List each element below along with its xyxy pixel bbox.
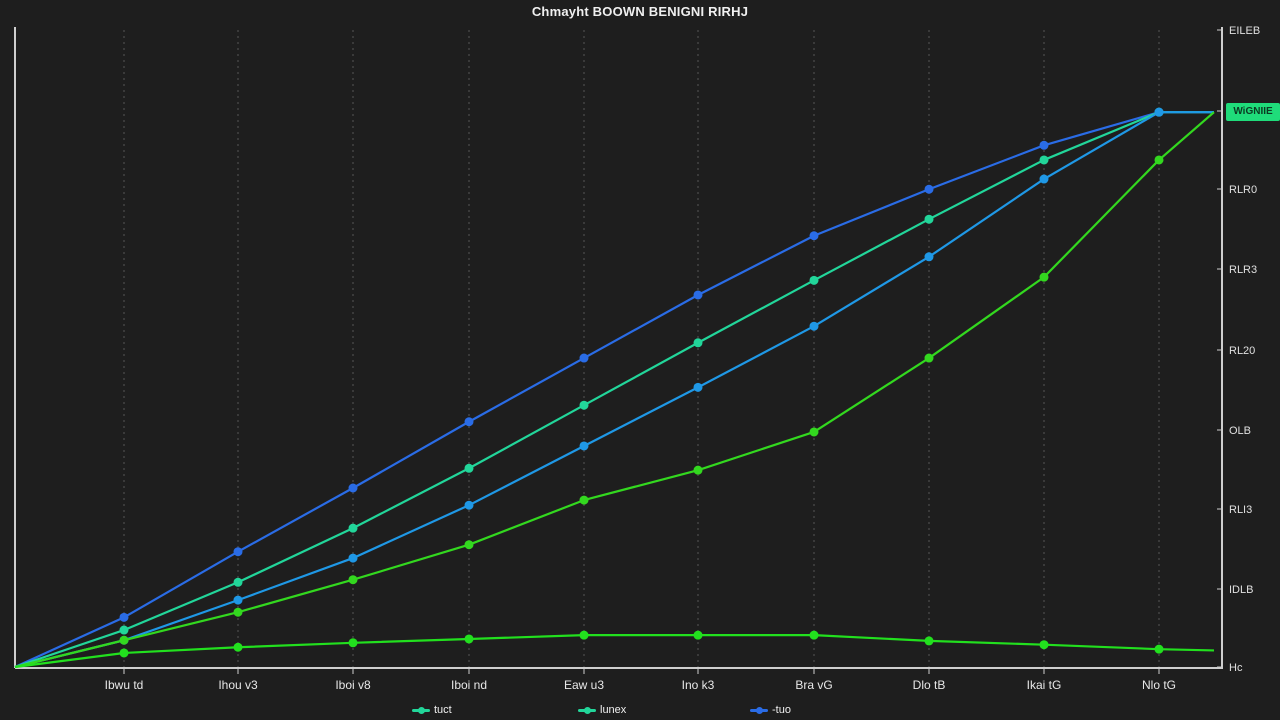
- data-point[interactable]: [464, 500, 474, 510]
- data-point[interactable]: [693, 338, 703, 348]
- data-point[interactable]: [119, 635, 129, 645]
- legend-swatch-icon: [412, 706, 430, 714]
- data-point[interactable]: [579, 353, 589, 363]
- data-point[interactable]: [809, 231, 819, 241]
- data-point[interactable]: [348, 483, 358, 493]
- data-point[interactable]: [119, 612, 129, 622]
- data-series: [14, 107, 1215, 669]
- data-point[interactable]: [693, 382, 703, 392]
- data-point[interactable]: [233, 577, 243, 587]
- axes: [14, 27, 1223, 669]
- data-point[interactable]: [1039, 140, 1049, 150]
- data-point[interactable]: [119, 625, 129, 635]
- y-axis-ticks: EILEB RLR0 RLR3 RL20 OLB RLI3 IDLB Hc: [1217, 25, 1260, 674]
- y-tick-label: OLB: [1229, 425, 1251, 437]
- data-point[interactable]: [579, 495, 589, 505]
- data-point[interactable]: [924, 252, 934, 262]
- data-point[interactable]: [809, 630, 819, 640]
- current-value-label: WiGNIIE: [1226, 103, 1280, 121]
- data-point[interactable]: [1154, 155, 1164, 165]
- y-tick-label: IDLB: [1229, 584, 1253, 596]
- y-tick-label: RLI3: [1229, 504, 1252, 516]
- data-point[interactable]: [233, 607, 243, 617]
- y-tick-label: RL20: [1229, 345, 1255, 357]
- data-point[interactable]: [693, 290, 703, 300]
- legend-swatch-icon: [750, 706, 768, 714]
- data-point[interactable]: [233, 642, 243, 652]
- series-line: [14, 111, 1214, 669]
- legend-swatch-icon: [578, 706, 596, 714]
- y-tick-label: Hc: [1229, 662, 1243, 674]
- data-point[interactable]: [348, 575, 358, 585]
- data-point[interactable]: [233, 547, 243, 557]
- y-tick-label: RLR3: [1229, 264, 1257, 276]
- legend-item-lunex[interactable]: lunex: [578, 704, 626, 716]
- x-tick-label: Ibwu td: [105, 678, 144, 692]
- data-point[interactable]: [1039, 174, 1049, 184]
- data-point[interactable]: [809, 275, 819, 285]
- data-point[interactable]: [233, 595, 243, 605]
- data-point[interactable]: [924, 353, 934, 363]
- x-tick-label: Ikai tG: [1027, 678, 1062, 692]
- series-line: [14, 111, 1215, 669]
- series-line: [14, 111, 1214, 669]
- series-line: [14, 111, 1214, 669]
- data-point[interactable]: [348, 523, 358, 533]
- data-point[interactable]: [1154, 107, 1164, 117]
- legend-label: -tuo: [772, 704, 791, 716]
- series-line: [14, 634, 1215, 669]
- data-point[interactable]: [1039, 155, 1049, 165]
- legend-item-tuct[interactable]: tuct: [412, 704, 452, 716]
- data-point[interactable]: [1039, 640, 1049, 650]
- x-tick-label: Nlo tG: [1142, 678, 1176, 692]
- data-point[interactable]: [1154, 644, 1164, 654]
- data-point[interactable]: [579, 400, 589, 410]
- data-point[interactable]: [464, 417, 474, 427]
- data-point[interactable]: [693, 630, 703, 640]
- x-axis-ticks: Ibwu td Ihou v3 Iboi v8 Iboi nd Eaw u3 Ino k3…: [105, 668, 1176, 692]
- data-point[interactable]: [348, 553, 358, 563]
- vertical-gridlines: [123, 30, 1160, 667]
- data-point[interactable]: [348, 638, 358, 648]
- legend: tuct lunex -tuo: [0, 704, 1280, 720]
- data-point[interactable]: [809, 427, 819, 437]
- legend-item-tuo[interactable]: -tuo: [750, 704, 791, 716]
- data-point[interactable]: [119, 648, 129, 658]
- y-tick-label: EILEB: [1229, 25, 1260, 37]
- data-point[interactable]: [1039, 272, 1049, 282]
- data-point[interactable]: [464, 634, 474, 644]
- data-point[interactable]: [464, 463, 474, 473]
- x-tick-label: Iboi v8: [335, 678, 371, 692]
- data-point[interactable]: [579, 630, 589, 640]
- data-point[interactable]: [924, 636, 934, 646]
- legend-label: tuct: [434, 704, 452, 716]
- data-point[interactable]: [579, 441, 589, 451]
- x-tick-label: Iboi nd: [451, 678, 487, 692]
- x-tick-label: Eaw u3: [564, 678, 604, 692]
- x-tick-label: Dlo tB: [913, 678, 946, 692]
- chart-title: Chmayht BOOWN BENIGNI RIRHJ: [531, 4, 749, 19]
- x-tick-label: Bra vG: [795, 678, 832, 692]
- data-point[interactable]: [464, 540, 474, 550]
- data-point[interactable]: [924, 184, 934, 194]
- x-tick-label: Ihou v3: [218, 678, 258, 692]
- data-point[interactable]: [693, 465, 703, 475]
- y-tick-label: RLR0: [1229, 184, 1257, 196]
- legend-label: lunex: [600, 704, 627, 716]
- x-tick-label: Ino k3: [682, 678, 715, 692]
- data-point[interactable]: [924, 214, 934, 224]
- data-point[interactable]: [809, 321, 819, 331]
